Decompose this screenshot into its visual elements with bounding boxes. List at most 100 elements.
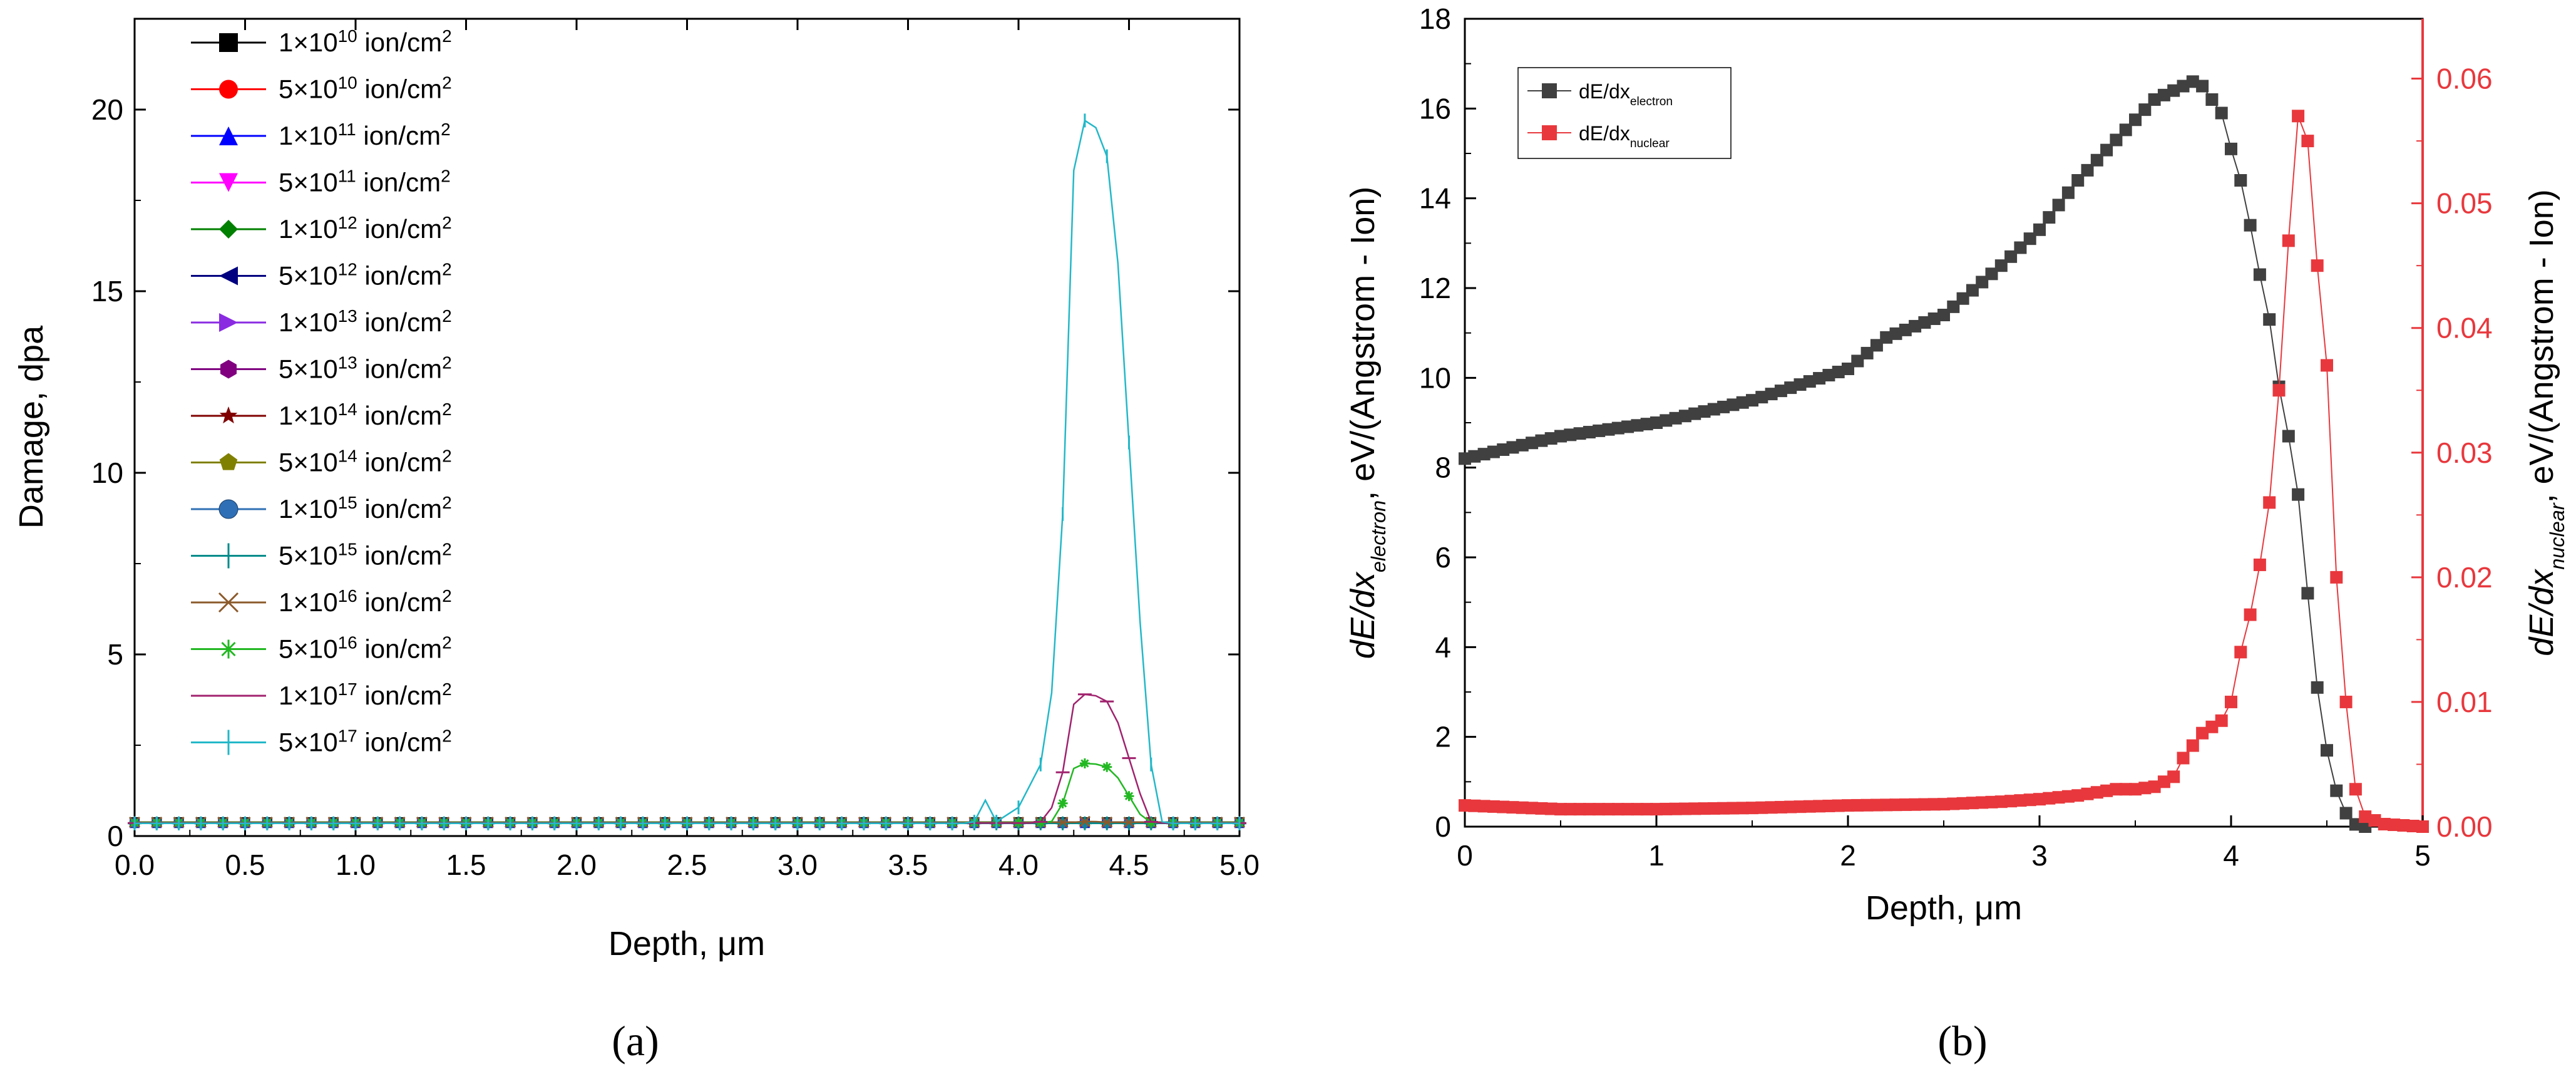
a-legend-unit: ion/cm xyxy=(357,494,442,524)
a-data-point xyxy=(1057,816,1069,829)
b-data-point xyxy=(2061,186,2075,199)
b-data-point xyxy=(1736,396,1749,409)
b-data-point xyxy=(2138,103,2152,116)
a-legend-unit-exponent: 2 xyxy=(442,493,452,512)
b-left-tick-label: 10 xyxy=(1419,361,1451,394)
a-legend-mantissa: 1 xyxy=(279,28,293,57)
b-data-point xyxy=(1477,448,1491,461)
b-data-point xyxy=(1611,803,1624,816)
a-legend-marker xyxy=(218,592,239,613)
b-data-point xyxy=(1947,300,1960,313)
panel-a: 0.0 0.5 1.0 1.5 2.0 2.5 3.0 3.5 4.0 4.5 … xyxy=(13,18,1260,1065)
panel-b: 0 1 2 3 4 5 0 2 4 6 8 10 12 14 16 18 0.0… xyxy=(1344,3,2568,1065)
panel-b-legend: dE/dxelectron dE/dxnuclear xyxy=(1517,67,1732,159)
b-data-point xyxy=(1832,366,1845,379)
a-y-axis-title: Damage, dpa xyxy=(13,325,50,529)
b-left-tick-label: 8 xyxy=(1435,452,1451,484)
a-legend-unit: ion/cm xyxy=(357,541,442,571)
b-data-point xyxy=(1573,803,1586,816)
a-legend-mantissa: 1 xyxy=(279,307,293,337)
panel-b-ticks xyxy=(1464,18,2424,828)
b-data-point xyxy=(2196,726,2209,740)
b-right-tick-label: 0.02 xyxy=(2436,561,2493,594)
a-legend-unit-exponent: 2 xyxy=(442,353,452,372)
b-data-point xyxy=(1822,369,1835,382)
b-data-point xyxy=(2071,174,2085,187)
a-legend-label: 1×1016 ion/cm2 xyxy=(279,586,452,617)
b-data-point xyxy=(1976,796,1989,809)
a-legend-unit: ion/cm xyxy=(357,261,442,291)
b-data-point xyxy=(2186,739,2199,752)
a-legend-exponent: 15 xyxy=(338,493,357,512)
a-legend-exponent: 14 xyxy=(338,400,357,419)
b-data-point xyxy=(2110,783,2123,796)
b-data-point xyxy=(2129,783,2142,796)
b-data-point xyxy=(2138,782,2152,795)
a-legend-item: 1×1012 ion/cm2 xyxy=(191,213,452,244)
a-legend-times: ×10 xyxy=(293,75,337,104)
a-legend-exponent: 11 xyxy=(338,166,356,185)
b-legend-pre: dE/dx xyxy=(1579,80,1630,103)
b-data-point xyxy=(2100,143,2113,157)
a-legend-label: 1×1013 ion/cm2 xyxy=(279,306,452,338)
b-legend-marker-electron xyxy=(1542,83,1557,98)
b-x-axis-title: Depth, μm xyxy=(1865,889,2022,927)
b-data-point xyxy=(1851,354,1864,368)
a-legend-exponent: 11 xyxy=(338,120,356,139)
b-data-point xyxy=(1976,276,1989,289)
a-legend-label: 5×1010 ion/cm2 xyxy=(279,73,452,104)
a-legend-marker xyxy=(219,453,238,470)
a-legend-unit-exponent: 2 xyxy=(442,446,452,465)
b-data-point xyxy=(2321,359,2333,372)
a-legend-marker xyxy=(218,499,239,519)
b-data-point xyxy=(2081,163,2094,177)
b-data-point xyxy=(1985,795,1998,808)
a-series-5e17 xyxy=(133,113,1241,830)
b-data-point xyxy=(1526,436,1539,450)
b-legend-label-electron: dE/dxelectron xyxy=(1579,80,1673,108)
a-xtick-label: 2.0 xyxy=(557,849,597,881)
b-data-point xyxy=(1688,802,1701,815)
b-data-point xyxy=(1765,388,1778,401)
a-series-line xyxy=(135,693,1239,824)
a-legend-exponent: 12 xyxy=(338,259,357,279)
a-legend-unit-exponent: 2 xyxy=(442,726,452,745)
a-legend-unit-exponent: 2 xyxy=(441,166,451,185)
b-data-point xyxy=(1918,798,1931,811)
a-data-point xyxy=(1124,791,1134,802)
b-data-point xyxy=(2292,488,2305,501)
b-data-point xyxy=(2225,142,2237,155)
a-data-point xyxy=(1077,816,1092,830)
a-legend-times: ×10 xyxy=(293,681,337,710)
b-right-title-post: , eV/(Angstrom - Ion) xyxy=(2523,189,2560,503)
a-legend-unit: ion/cm xyxy=(356,168,441,197)
a-legend-marker xyxy=(219,80,238,99)
b-data-point xyxy=(2052,791,2065,804)
a-x-axis-title: Depth, μm xyxy=(608,925,765,963)
a-legend-unit: ion/cm xyxy=(357,75,442,104)
b-data-point xyxy=(2004,795,2018,808)
b-data-point xyxy=(1985,267,1998,281)
b-data-point xyxy=(1803,375,1816,388)
b-left-title-sub: electron xyxy=(1367,500,1390,572)
b-data-point xyxy=(1956,797,1969,810)
a-legend-label: 1×1014 ion/cm2 xyxy=(279,400,452,431)
b-data-point xyxy=(1611,421,1624,435)
b-data-point xyxy=(2033,223,2046,236)
b-data-point xyxy=(1880,331,1893,344)
a-legend-unit-exponent: 2 xyxy=(442,679,452,699)
b-data-point xyxy=(1593,803,1606,816)
a-legend-unit: ion/cm xyxy=(357,634,442,664)
b-data-point xyxy=(1573,427,1586,440)
a-legend-item: 5×1010 ion/cm2 xyxy=(191,73,452,104)
a-legend-unit: ion/cm xyxy=(357,681,442,710)
b-data-point xyxy=(1746,394,1758,407)
a-legend-exponent: 10 xyxy=(338,26,357,46)
b-data-point xyxy=(1516,801,1529,814)
b-data-point xyxy=(1870,798,1883,812)
b-data-point xyxy=(1650,416,1663,429)
b-data-point xyxy=(1497,800,1510,813)
b-data-point xyxy=(2321,744,2333,757)
a-legend-unit-exponent: 2 xyxy=(442,400,452,419)
